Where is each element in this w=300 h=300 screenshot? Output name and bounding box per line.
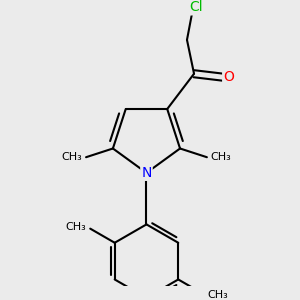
Text: CH₃: CH₃ bbox=[207, 290, 228, 300]
Text: CH₃: CH₃ bbox=[65, 222, 86, 232]
Text: O: O bbox=[223, 70, 234, 84]
Text: CH₃: CH₃ bbox=[62, 152, 82, 162]
Text: N: N bbox=[141, 166, 152, 180]
Text: Cl: Cl bbox=[189, 0, 203, 14]
Text: CH₃: CH₃ bbox=[210, 152, 231, 162]
